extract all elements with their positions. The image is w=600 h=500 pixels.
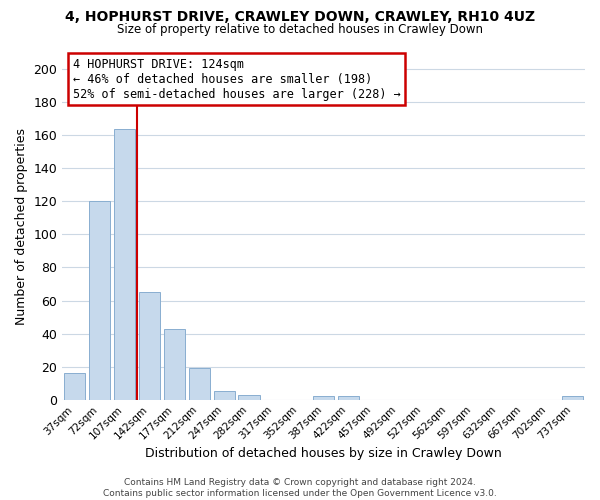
Bar (164, 328, 185, 400)
Y-axis label: Number of detached properties: Number of detached properties (15, 128, 28, 324)
Bar (188, 368, 210, 400)
Bar (313, 396, 334, 400)
Text: Contains HM Land Registry data © Crown copyright and database right 2024.
Contai: Contains HM Land Registry data © Crown c… (103, 478, 497, 498)
Text: 4 HOPHURST DRIVE: 124sqm
← 46% of detached houses are smaller (198)
52% of semi-: 4 HOPHURST DRIVE: 124sqm ← 46% of detach… (73, 58, 400, 100)
Bar (214, 392, 235, 400)
Text: Size of property relative to detached houses in Crawley Down: Size of property relative to detached ho… (117, 22, 483, 36)
Bar (114, 128, 135, 400)
X-axis label: Distribution of detached houses by size in Crawley Down: Distribution of detached houses by size … (145, 447, 502, 460)
Bar (89, 202, 110, 400)
Bar (64, 374, 85, 400)
Text: 4, HOPHURST DRIVE, CRAWLEY DOWN, CRAWLEY, RH10 4UZ: 4, HOPHURST DRIVE, CRAWLEY DOWN, CRAWLEY… (65, 10, 535, 24)
Bar (139, 292, 160, 400)
Bar (562, 396, 583, 400)
Bar (238, 395, 260, 400)
Bar (338, 396, 359, 400)
